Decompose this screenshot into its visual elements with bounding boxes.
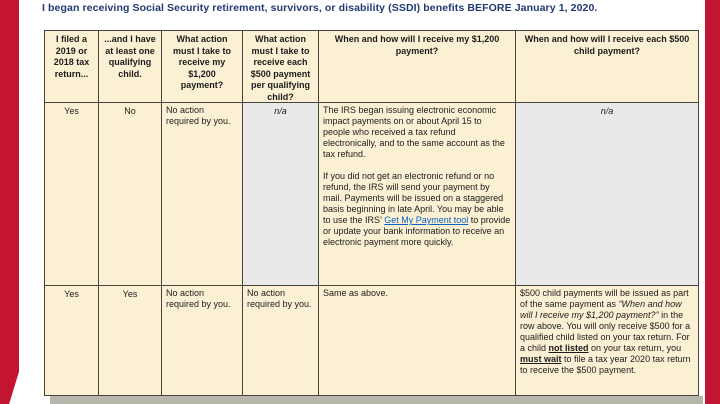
cell-row1-when-1200: The IRS began issuing electronic economi… bbox=[319, 103, 516, 286]
cell-text: $500 child payments will be issued as pa… bbox=[520, 288, 689, 309]
cell-text: to provide or update your bank informati… bbox=[323, 215, 511, 247]
cell-text-underline: not listed bbox=[548, 343, 589, 353]
header-cell-when-500: When and how will I receive each $500 ch… bbox=[516, 31, 698, 103]
cell-text: on your tax return, you bbox=[588, 343, 682, 353]
header-cell-filed-return: I filed a 2019 or 2018 tax return... bbox=[45, 31, 99, 103]
cell-text-italic-quote: “When and how will I receive my $1,200 p… bbox=[520, 299, 682, 320]
header-cell-action-500: What action must I take to receive each … bbox=[243, 31, 319, 103]
header-cell-qualifying-child: ...and I have at least one qualifying ch… bbox=[99, 31, 162, 103]
cell-text: The IRS began issuing electronic economi… bbox=[323, 105, 505, 159]
header-cell-action-1200: What action must I take to receive my $1… bbox=[162, 31, 243, 103]
cell-text-underline: must wait bbox=[520, 354, 562, 364]
cell-row1-action-1200: No action required by you. bbox=[162, 103, 243, 286]
cell-row1-child: No bbox=[99, 103, 162, 286]
cell-paragraph: If you did not get an electronic refund … bbox=[323, 171, 511, 248]
cell-row1-when-500: n/a bbox=[516, 103, 698, 286]
benefits-payment-table: I filed a 2019 or 2018 tax return... ...… bbox=[44, 30, 699, 396]
header-cell-when-1200: When and how will I receive my $1,200 pa… bbox=[319, 31, 516, 103]
cell-paragraph: The IRS began issuing electronic economi… bbox=[323, 105, 511, 160]
get-my-payment-link[interactable]: Get My Payment tool bbox=[384, 215, 469, 225]
cell-row1-filed: Yes bbox=[45, 103, 99, 286]
cell-row2-filed: Yes bbox=[45, 286, 99, 395]
cell-row2-when-1200: Same as above. bbox=[319, 286, 516, 395]
table-bottom-shadow bbox=[50, 396, 703, 404]
cell-row2-when-500: $500 child payments will be issued as pa… bbox=[516, 286, 698, 395]
cell-row2-action-1200: No action required by you. bbox=[162, 286, 243, 395]
cell-text: to file a tax year 2020 tax return to re… bbox=[520, 354, 691, 375]
right-red-border bbox=[705, 0, 720, 404]
page-title: I began receiving Social Security retire… bbox=[42, 2, 598, 14]
cell-row1-action-500: n/a bbox=[243, 103, 319, 286]
cell-text: in the row above. You will only receive … bbox=[520, 310, 691, 353]
cell-text: If you did not get an electronic refund … bbox=[323, 171, 504, 225]
cell-row2-action-500: No action required by you. bbox=[243, 286, 319, 395]
left-red-border bbox=[0, 0, 19, 404]
cell-row2-child: Yes bbox=[99, 286, 162, 395]
